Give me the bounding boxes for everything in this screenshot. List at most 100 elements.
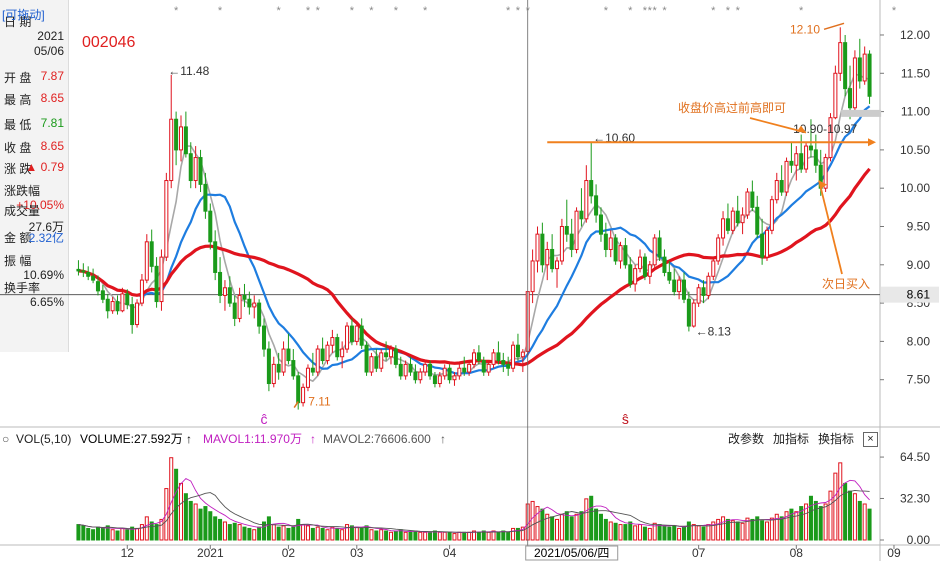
candle-body[interactable] (691, 302, 696, 327)
candle-body[interactable] (511, 344, 516, 369)
candle-body[interactable] (154, 265, 159, 303)
candle-body[interactable] (823, 157, 828, 189)
candle-body[interactable] (105, 298, 110, 312)
candle-body[interactable] (647, 264, 652, 277)
candle-body[interactable] (867, 53, 872, 97)
candle-body[interactable] (520, 351, 525, 358)
candle-body[interactable] (393, 348, 398, 365)
candle-body[interactable] (530, 260, 535, 293)
candle-body[interactable] (144, 241, 149, 281)
candle-body[interactable] (716, 237, 721, 262)
candle-body[interactable] (86, 271, 91, 277)
candle-body[interactable] (95, 281, 100, 292)
candle-body[interactable] (569, 233, 574, 250)
candle-body[interactable] (330, 337, 335, 346)
candle-body[interactable] (506, 363, 511, 369)
add-indicator-button[interactable]: 加指标 (773, 432, 810, 446)
candle-body[interactable] (745, 191, 750, 216)
candle-body[interactable] (667, 271, 672, 281)
candle-body[interactable] (369, 356, 374, 373)
candle-body[interactable] (213, 241, 218, 273)
candle-body[interactable] (76, 268, 81, 272)
candle-body[interactable] (760, 233, 765, 258)
candle-body[interactable] (843, 42, 848, 90)
candle-body[interactable] (550, 248, 555, 270)
candle-body[interactable] (774, 180, 779, 201)
candle-body[interactable] (555, 260, 560, 270)
candle-body[interactable] (467, 363, 472, 373)
candle-body[interactable] (403, 363, 408, 377)
candle-body[interactable] (833, 72, 838, 119)
candle-body[interactable] (828, 117, 833, 159)
candle-body[interactable] (633, 268, 638, 285)
candle-body[interactable] (120, 293, 125, 312)
candle-body[interactable] (515, 344, 520, 358)
candle-body[interactable] (374, 356, 379, 369)
candle-body[interactable] (418, 371, 423, 381)
candle-body[interactable] (242, 294, 247, 300)
candle-body[interactable] (848, 88, 853, 109)
candle-body[interactable] (686, 298, 691, 327)
candle-body[interactable] (725, 218, 730, 231)
candle-body[interactable] (447, 367, 452, 381)
candle-body[interactable] (335, 337, 340, 358)
candle-body[interactable] (296, 375, 301, 404)
volume-toggle-icon[interactable]: ○ (2, 432, 10, 446)
candle-body[interactable] (276, 363, 281, 373)
candle-body[interactable] (398, 363, 403, 377)
candle-body[interactable] (325, 344, 330, 362)
candle-body[interactable] (540, 233, 545, 266)
candle-body[interactable] (721, 218, 726, 239)
candle-body[interactable] (286, 348, 291, 362)
candle-body[interactable] (652, 237, 657, 266)
candle-body[interactable] (174, 118, 179, 151)
candle-body[interactable] (149, 241, 154, 267)
candle-body[interactable] (559, 225, 564, 262)
candle-body[interactable] (257, 302, 262, 327)
candle-body[interactable] (764, 229, 770, 258)
candle-body[interactable] (115, 301, 120, 312)
candle-body[interactable] (706, 275, 711, 296)
candle-body[interactable] (222, 287, 227, 296)
candle-body[interactable] (574, 210, 579, 250)
candle-body[interactable] (603, 233, 608, 250)
candle-body[interactable] (81, 270, 86, 273)
candle-body[interactable] (496, 352, 501, 362)
candle-body[interactable] (91, 275, 96, 281)
candle-body[interactable] (579, 210, 584, 220)
candle-body[interactable] (535, 233, 540, 262)
candle-body[interactable] (701, 287, 706, 296)
candle-body[interactable] (388, 348, 393, 358)
candle-body[interactable] (227, 287, 232, 304)
candle-body[interactable] (672, 279, 677, 293)
candle-body[interactable] (159, 256, 164, 303)
candle-body[interactable] (271, 363, 276, 385)
candle-body[interactable] (608, 237, 613, 250)
candle-body[interactable] (677, 279, 682, 293)
change-params-button[interactable]: 改参数 (728, 432, 765, 446)
candle-body[interactable] (545, 248, 550, 266)
candle-body[interactable] (340, 348, 345, 358)
candle-body[interactable] (349, 325, 354, 342)
candle-body[interactable] (613, 237, 618, 262)
candle-body[interactable] (838, 42, 843, 74)
candle-body[interactable] (345, 325, 350, 350)
candle-body[interactable] (125, 293, 130, 306)
candle-body[interactable] (379, 352, 384, 369)
candle-body[interactable] (384, 352, 389, 358)
candle-body[interactable] (310, 367, 315, 373)
candle-body[interactable] (623, 245, 628, 266)
candle-body[interactable] (589, 180, 594, 197)
candle-body[interactable] (486, 363, 491, 373)
candle-body[interactable] (408, 363, 413, 373)
candle-body[interactable] (564, 225, 569, 235)
candle-body[interactable] (135, 302, 140, 326)
candle-body[interactable] (432, 375, 437, 385)
candle-body[interactable] (183, 126, 188, 155)
drag-tag[interactable]: [可拖动] (2, 8, 45, 22)
candle-body[interactable] (501, 360, 506, 365)
candle-body[interactable] (755, 206, 760, 235)
candle-body[interactable] (794, 153, 799, 166)
candle-body[interactable] (198, 157, 203, 185)
